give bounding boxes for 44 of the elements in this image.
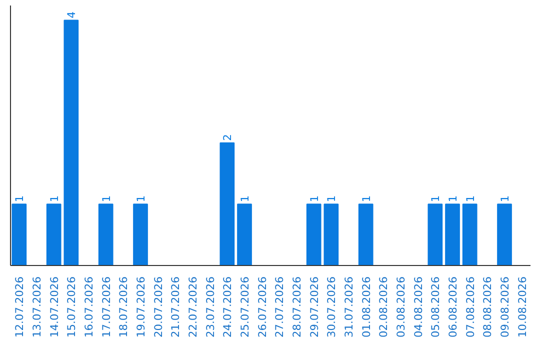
data-label: 1 [429, 195, 442, 202]
x-tick-label: 04.08.2026 [412, 276, 425, 338]
x-tick-label: 12.07.2026 [13, 276, 26, 338]
data-label: 1 [308, 195, 321, 202]
x-tick-label: 25.07.2026 [238, 276, 252, 338]
x-tick-label: 26.07.2026 [256, 276, 269, 338]
data-label: 1 [13, 195, 26, 202]
x-tick-label: 15.07.2026 [65, 276, 78, 338]
x-tick-label: 22.07.2026 [186, 276, 200, 338]
x-tick-label: 30.07.2026 [325, 276, 338, 338]
x-tick-label: 14.07.2026 [48, 276, 61, 338]
x-tick-label: 31.07.2026 [342, 276, 356, 338]
data-label: 1 [100, 195, 113, 202]
x-tick-label: 23.07.2026 [204, 276, 217, 338]
data-label: 1 [464, 195, 477, 202]
x-tick-label: 17.07.2026 [100, 276, 113, 338]
data-label: 1 [498, 195, 512, 202]
x-tick-label: 21.07.2026 [169, 276, 182, 338]
x-tick-label: 02.08.2026 [377, 276, 390, 338]
data-label: 1 [325, 195, 338, 202]
data-label: 2 [221, 134, 234, 141]
x-tick-label: 19.07.2026 [134, 276, 148, 338]
x-tick-label: 07.08.2026 [464, 276, 477, 338]
x-tick-label: 16.07.2026 [82, 276, 96, 338]
data-label: 1 [238, 195, 252, 202]
x-tick-label: 03.08.2026 [394, 276, 408, 338]
x-tick-label: 10.08.2026 [516, 276, 529, 338]
data-label: 1 [446, 195, 460, 202]
x-tick-label: 01.08.2026 [360, 276, 373, 338]
x-tick-label: 06.08.2026 [446, 276, 460, 338]
x-tick-label: 28.07.2026 [290, 276, 304, 338]
data-label: 1 [48, 195, 61, 202]
x-tick-label: 29.07.2026 [308, 276, 321, 338]
x-tick-label: 20.07.2026 [152, 276, 165, 338]
x-tick-label: 18.07.2026 [117, 276, 130, 338]
x-tick-label: 05.08.2026 [429, 276, 442, 338]
x-tick-label: 13.07.2026 [30, 276, 44, 338]
x-tick-label: 09.08.2026 [498, 276, 512, 338]
x-tick-label: 08.08.2026 [481, 276, 494, 338]
x-tick-label: 24.07.2026 [221, 276, 234, 338]
data-label: 4 [65, 11, 78, 18]
data-label: 1 [134, 195, 148, 202]
data-label: 1 [360, 195, 373, 202]
x-tick-label: 27.07.2026 [273, 276, 286, 338]
